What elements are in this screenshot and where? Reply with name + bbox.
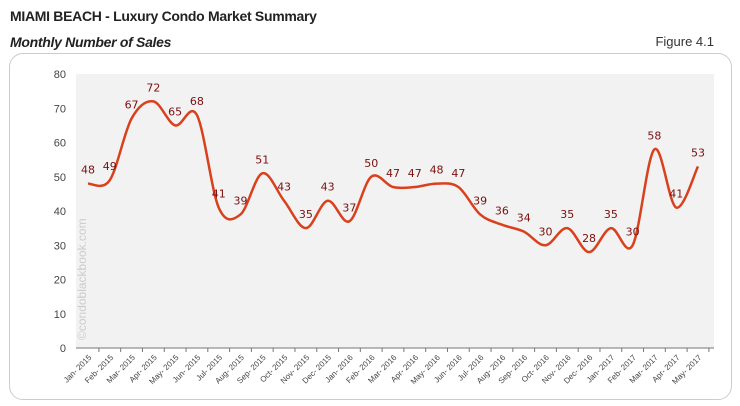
figure-number: Figure 4.1	[655, 34, 714, 49]
data-label: 35	[299, 208, 313, 221]
data-label: 43	[321, 181, 335, 194]
data-label: 34	[517, 212, 531, 225]
data-label: 51	[255, 153, 269, 166]
data-label: 35	[560, 208, 574, 221]
data-label: 41	[669, 188, 683, 201]
data-label: 30	[626, 225, 640, 238]
data-label: 67	[125, 99, 139, 112]
data-label: 58	[647, 129, 661, 142]
data-label: 47	[451, 167, 465, 180]
y-tick-label: 40	[54, 206, 66, 218]
chart-subtitle: Monthly Number of Sales	[10, 34, 172, 50]
data-label: 47	[386, 167, 400, 180]
y-tick-label: 0	[60, 343, 66, 355]
data-label: 48	[430, 164, 444, 177]
data-label: 43	[277, 181, 291, 194]
data-label: 28	[582, 232, 596, 245]
data-label: 65	[168, 105, 182, 118]
data-label: 36	[495, 205, 509, 218]
watermark: ©condoblackbook.com	[75, 218, 89, 340]
series-line	[87, 100, 700, 254]
data-label: 53	[691, 146, 705, 159]
y-tick-label: 80	[54, 69, 66, 81]
y-tick-label: 60	[54, 138, 66, 150]
data-label: 37	[342, 201, 356, 214]
data-label: 49	[103, 160, 117, 173]
data-label: 39	[234, 194, 248, 207]
data-label: 41	[212, 188, 226, 201]
y-tick-label: 30	[54, 240, 66, 252]
data-label: 47	[408, 167, 422, 180]
y-tick-label: 20	[54, 275, 66, 287]
data-label: 39	[473, 194, 487, 207]
y-tick-label: 10	[54, 309, 66, 321]
data-label: 68	[190, 95, 204, 108]
chart-frame	[9, 53, 732, 400]
data-label: 30	[539, 225, 553, 238]
page-title: MIAMI BEACH - Luxury Condo Market Summar…	[10, 8, 317, 24]
data-label: 48	[81, 164, 95, 177]
data-label: 50	[364, 157, 378, 170]
y-tick-label: 70	[54, 103, 66, 115]
data-label: 35	[604, 208, 618, 221]
data-label: 72	[146, 81, 160, 94]
y-tick-label: 50	[54, 172, 66, 184]
